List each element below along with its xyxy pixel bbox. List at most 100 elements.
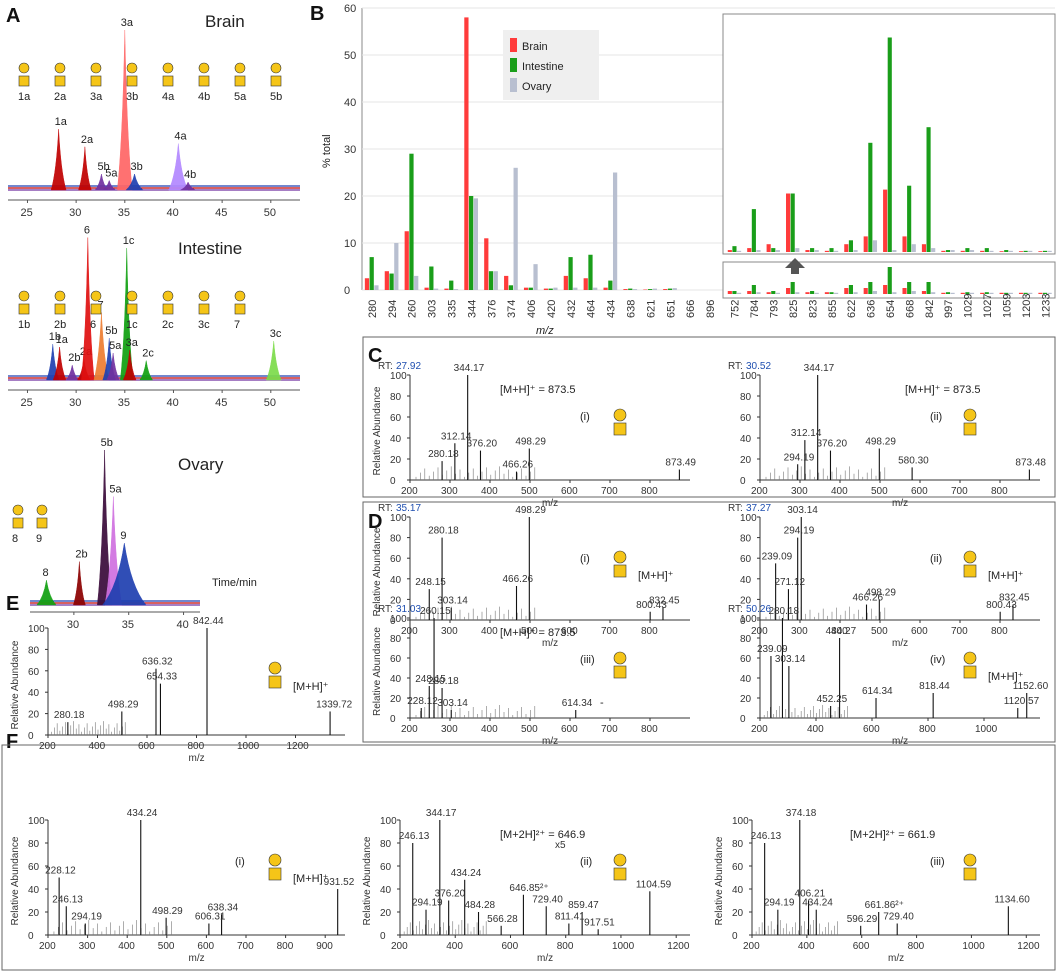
y-tick-label: 100 [390, 614, 407, 625]
x-tick-label: 1000 [237, 741, 260, 752]
x-tick-label: 600 [561, 724, 578, 735]
y-tick-label: 0 [28, 731, 34, 742]
peak-mz-label: 606.31 [195, 912, 226, 923]
x-tick-label: 300 [441, 626, 458, 637]
bar-intestine [548, 288, 553, 290]
peak-mz-label: 294.19 [764, 898, 795, 909]
y-tick-label: 60 [344, 3, 356, 15]
galnac-icon [18, 303, 30, 315]
spectrum-f3: 0 20 40 60 80 100 200 400 600 800 1000 1200 m/z Relat… [714, 808, 1040, 964]
peak-mz-label: 376.20 [435, 889, 466, 900]
y-tick-label: 20 [380, 908, 392, 919]
x-tick-label: 800 [908, 941, 925, 952]
bottom-bar-intestine [984, 292, 989, 294]
bottom-bar-intestine [810, 291, 815, 294]
x-tick-label: 700 [601, 486, 618, 497]
x-tick-label: 500 [521, 724, 538, 735]
panel-d-frame [362, 501, 1056, 743]
y-tick-label: 0 [732, 931, 738, 942]
peak-mz-label: 312.14 [441, 431, 472, 442]
bar-intestine [588, 254, 593, 290]
loss-sign: - [600, 697, 604, 709]
inset-bar-intestine [868, 142, 873, 252]
bar-intestine [628, 288, 633, 290]
inset-bar-brain [902, 236, 907, 252]
bar-intestine [429, 266, 434, 290]
galactose-icon [18, 290, 30, 302]
x-axis-title: m/z [189, 953, 205, 964]
galnac-icon [90, 303, 102, 315]
peak-mz-label: 246.13 [751, 831, 782, 842]
glycan-number-label: 3c [198, 319, 210, 331]
y-tick-label: 20 [390, 595, 402, 606]
glycan-number-label: 2c [162, 319, 174, 331]
x-tick-label: 500 [158, 941, 175, 952]
galnac-icon [162, 303, 174, 315]
galactose-icon [268, 853, 282, 867]
bottom-bar-intestine [907, 282, 912, 294]
y-tick-label: 60 [28, 862, 40, 873]
x-tick-label: 300 [441, 486, 458, 497]
chromatogram-peak [168, 143, 189, 191]
bottom-bar-ovary [969, 292, 975, 294]
inset-bar-ovary [853, 250, 858, 252]
peak-mz-label: 654.33 [146, 672, 177, 683]
peak-mz-label: 636.32 [142, 657, 173, 668]
peak-mz-label: 596.29 [847, 914, 878, 925]
bottom-bar-brain [727, 291, 732, 294]
x-tick-label: 600 [197, 941, 214, 952]
peak-label: 1a [55, 116, 68, 128]
peak-label: 2b [75, 549, 87, 561]
bottom-bar-intestine [945, 292, 951, 294]
x-tick-label: 1203 [1021, 294, 1033, 318]
galactose-icon [963, 408, 977, 422]
peak-mz-label: 832.45 [649, 596, 680, 607]
x-tick-label: 406 [526, 300, 538, 318]
inset-bar-ovary [775, 250, 780, 252]
bar-brain [504, 275, 509, 290]
x-tick-label: 823 [807, 300, 819, 318]
x-tick-label: 400 [798, 941, 815, 952]
peak-mz-label: 376.20 [466, 439, 497, 450]
precursor-note: [M+2H]²⁺ = 646.9 [500, 829, 585, 841]
galnac-icon [963, 564, 977, 578]
bottom-bar-intestine [790, 282, 795, 294]
bar-intestine [409, 153, 414, 290]
x-tick-label: 30 [69, 397, 81, 409]
x-tick-label: 200 [751, 486, 768, 497]
peak-mz-label: 312.14 [791, 428, 822, 439]
bottom-bar-brain [980, 292, 985, 294]
y-tick-label: 80 [390, 392, 402, 403]
x-tick-label: 1029 [963, 294, 975, 318]
peak-mz-label: 842.44 [193, 616, 224, 627]
peak-mz-label: 406.21 [795, 889, 826, 900]
spectrum-tag: (iii) [580, 654, 595, 666]
x-tick-label: 800 [277, 941, 294, 952]
x-tick-label: 800 [188, 741, 205, 752]
y-tick-label: 0 [390, 714, 396, 725]
peak-mz-label: 1120.57 [1004, 696, 1040, 707]
x-tick-label: 666 [685, 300, 697, 318]
galactose-icon [963, 853, 977, 867]
x-tick-label: 45 [215, 207, 227, 219]
precursor-note: [M+H]⁺ = 873.5 [500, 384, 576, 396]
peak-mz-label: 303.14 [775, 654, 806, 665]
bottom-bar-ovary [872, 291, 878, 294]
inset-bar-ovary [1008, 250, 1013, 252]
peak-mz-label: 638.34 [208, 902, 239, 913]
x-tick-label: 464 [586, 300, 598, 318]
peak-mz-label: 917.51 [584, 917, 615, 928]
x-tick-label: 50 [264, 207, 276, 219]
x-tick-label: 600 [863, 724, 880, 735]
panel-b-bar-chart: 0 10 20 30 40 50 60 % total m/z 280 294 260 303 335 34… [321, 3, 1056, 337]
chromatogram-peak [81, 237, 95, 381]
glycan-number-label: 8 [12, 533, 18, 545]
y-tick-label: 20 [28, 908, 40, 919]
galactose-icon [162, 62, 174, 74]
galactose-icon [234, 290, 246, 302]
y-tick-label: 60 [740, 554, 752, 565]
retention-time: 30.52 [746, 361, 771, 372]
spectrum-d3: 0 20 40 60 80 100 200 300 400 500 600 700 800 m/z Rela… [372, 604, 690, 747]
inset-bar-brain [1018, 251, 1024, 252]
x-tick-label: 825 [788, 300, 800, 318]
